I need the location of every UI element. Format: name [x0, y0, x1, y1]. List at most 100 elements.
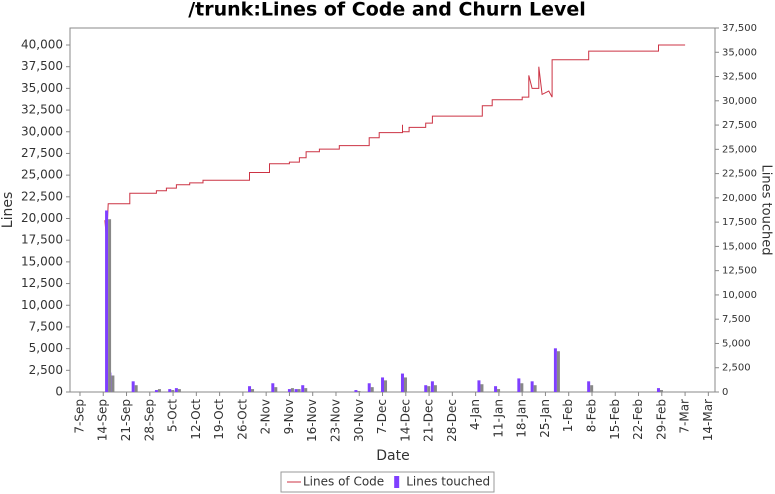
x-tick-label: 2-Nov	[259, 399, 273, 434]
y2-tick-label: 7,500	[722, 314, 751, 325]
bar	[656, 388, 660, 392]
bar	[157, 389, 161, 392]
bar	[384, 380, 388, 392]
bar	[477, 380, 481, 392]
bar	[433, 385, 437, 392]
bar	[556, 351, 560, 392]
y2-tick-label: 17,500	[722, 217, 757, 228]
legend	[280, 471, 495, 493]
bar	[248, 386, 252, 392]
y2-tick-label: 32,500	[722, 72, 757, 83]
x-tick-label: 21-Sep	[119, 399, 133, 441]
bar	[427, 386, 431, 392]
bar	[590, 385, 594, 392]
bar	[517, 378, 521, 392]
x-tick-label: 5-Oct	[166, 399, 180, 432]
bar	[659, 390, 663, 392]
y-tick-label: 10,000	[21, 298, 63, 312]
x-tick-label: 30-Nov	[352, 399, 366, 442]
line	[104, 44, 686, 241]
bar	[168, 389, 172, 392]
chart-title: /trunk:Lines of Code and Churn Level	[188, 0, 586, 21]
bar	[530, 381, 534, 392]
bar	[290, 388, 294, 392]
y2-tick-label: 20,000	[722, 193, 757, 204]
bar	[497, 389, 501, 392]
y-tick-label: 32,500	[21, 103, 63, 117]
y-tick-label: 20,000	[21, 211, 63, 225]
bar	[287, 389, 291, 392]
x-tick-label: 7-Sep	[72, 399, 86, 434]
y2-tick-label: 22,500	[722, 169, 757, 180]
legend-label: Lines touched	[406, 475, 490, 489]
x-tick-label: 16-Nov	[305, 399, 319, 442]
y2-tick-label: 12,500	[722, 266, 757, 277]
y-tick-label: 7,500	[29, 319, 63, 333]
bar	[271, 383, 275, 392]
bar	[533, 385, 537, 392]
bar	[354, 390, 358, 392]
x-tick-label: 9-Nov	[282, 399, 296, 434]
bar	[367, 383, 371, 392]
y2-tick-label: 2,500	[722, 363, 751, 374]
bar	[381, 377, 385, 392]
x-tick-label: 19-Oct	[212, 399, 226, 440]
y-tick-label: 0	[55, 385, 63, 399]
x-tick-label: 29-Feb	[654, 399, 668, 440]
x-tick-label: 28-Dec	[445, 399, 459, 442]
y-tick-label: 27,500	[21, 146, 63, 160]
bar	[304, 388, 308, 392]
y2-tick-label: 35,000	[722, 47, 757, 58]
bar	[357, 391, 361, 392]
y2-tick-label: 0	[722, 387, 728, 398]
y-tick-label: 30,000	[21, 124, 63, 138]
x-tick-label: 23-Nov	[328, 399, 342, 442]
y-tick-label: 22,500	[21, 189, 63, 203]
x-tick-label: 25-Jan	[538, 399, 552, 438]
y-tick-label: 2,500	[29, 363, 63, 377]
y-tick-label: 25,000	[21, 168, 63, 182]
bar	[111, 375, 115, 392]
x-tick-label: 14-Dec	[398, 399, 412, 442]
plot-area	[69, 27, 716, 393]
bar	[553, 348, 557, 392]
bar	[480, 384, 484, 392]
x-tick-label: 12-Oct	[189, 399, 203, 440]
bar	[105, 210, 109, 392]
y2-axis-label: Lines touched	[759, 165, 774, 256]
x-tick-label: 14-Sep	[96, 399, 110, 441]
x-tick-label: 18-Jan	[515, 399, 529, 438]
bar	[251, 389, 255, 392]
x-tick-label: 22-Feb	[631, 399, 645, 440]
y2-tick-label: 5,000	[722, 338, 751, 349]
x-tick-label: 28-Sep	[142, 399, 156, 441]
bar	[134, 385, 138, 392]
x-tick-label: 7-Dec	[375, 399, 389, 434]
legend-label: Lines of Code	[303, 475, 384, 489]
y-tick-label: 40,000	[21, 38, 63, 52]
bar	[520, 383, 524, 392]
bar	[587, 381, 591, 392]
y2-tick-label: 30,000	[722, 96, 757, 107]
y-axis-label: Lines	[0, 192, 16, 228]
x-tick-label: 26-Oct	[235, 399, 249, 440]
x-tick-label: 4-Jan	[468, 399, 482, 430]
bar	[131, 381, 135, 392]
x-tick-label: 15-Feb	[608, 399, 622, 440]
bar	[177, 389, 181, 392]
bar	[424, 385, 428, 392]
x-tick-label: 11-Jan	[491, 399, 505, 438]
legend-swatch	[394, 476, 400, 488]
bar	[400, 373, 404, 392]
x-tick-label: 7-Mar	[678, 399, 692, 434]
y2-tick-label: 37,500	[722, 23, 757, 34]
bar	[494, 386, 498, 392]
bar	[370, 387, 374, 392]
bar	[108, 219, 112, 392]
y2-tick-label: 25,000	[722, 144, 757, 155]
x-tick-label: 21-Dec	[422, 399, 436, 442]
bar	[274, 387, 278, 392]
y-tick-label: 37,500	[21, 59, 63, 73]
y-tick-label: 35,000	[21, 81, 63, 95]
